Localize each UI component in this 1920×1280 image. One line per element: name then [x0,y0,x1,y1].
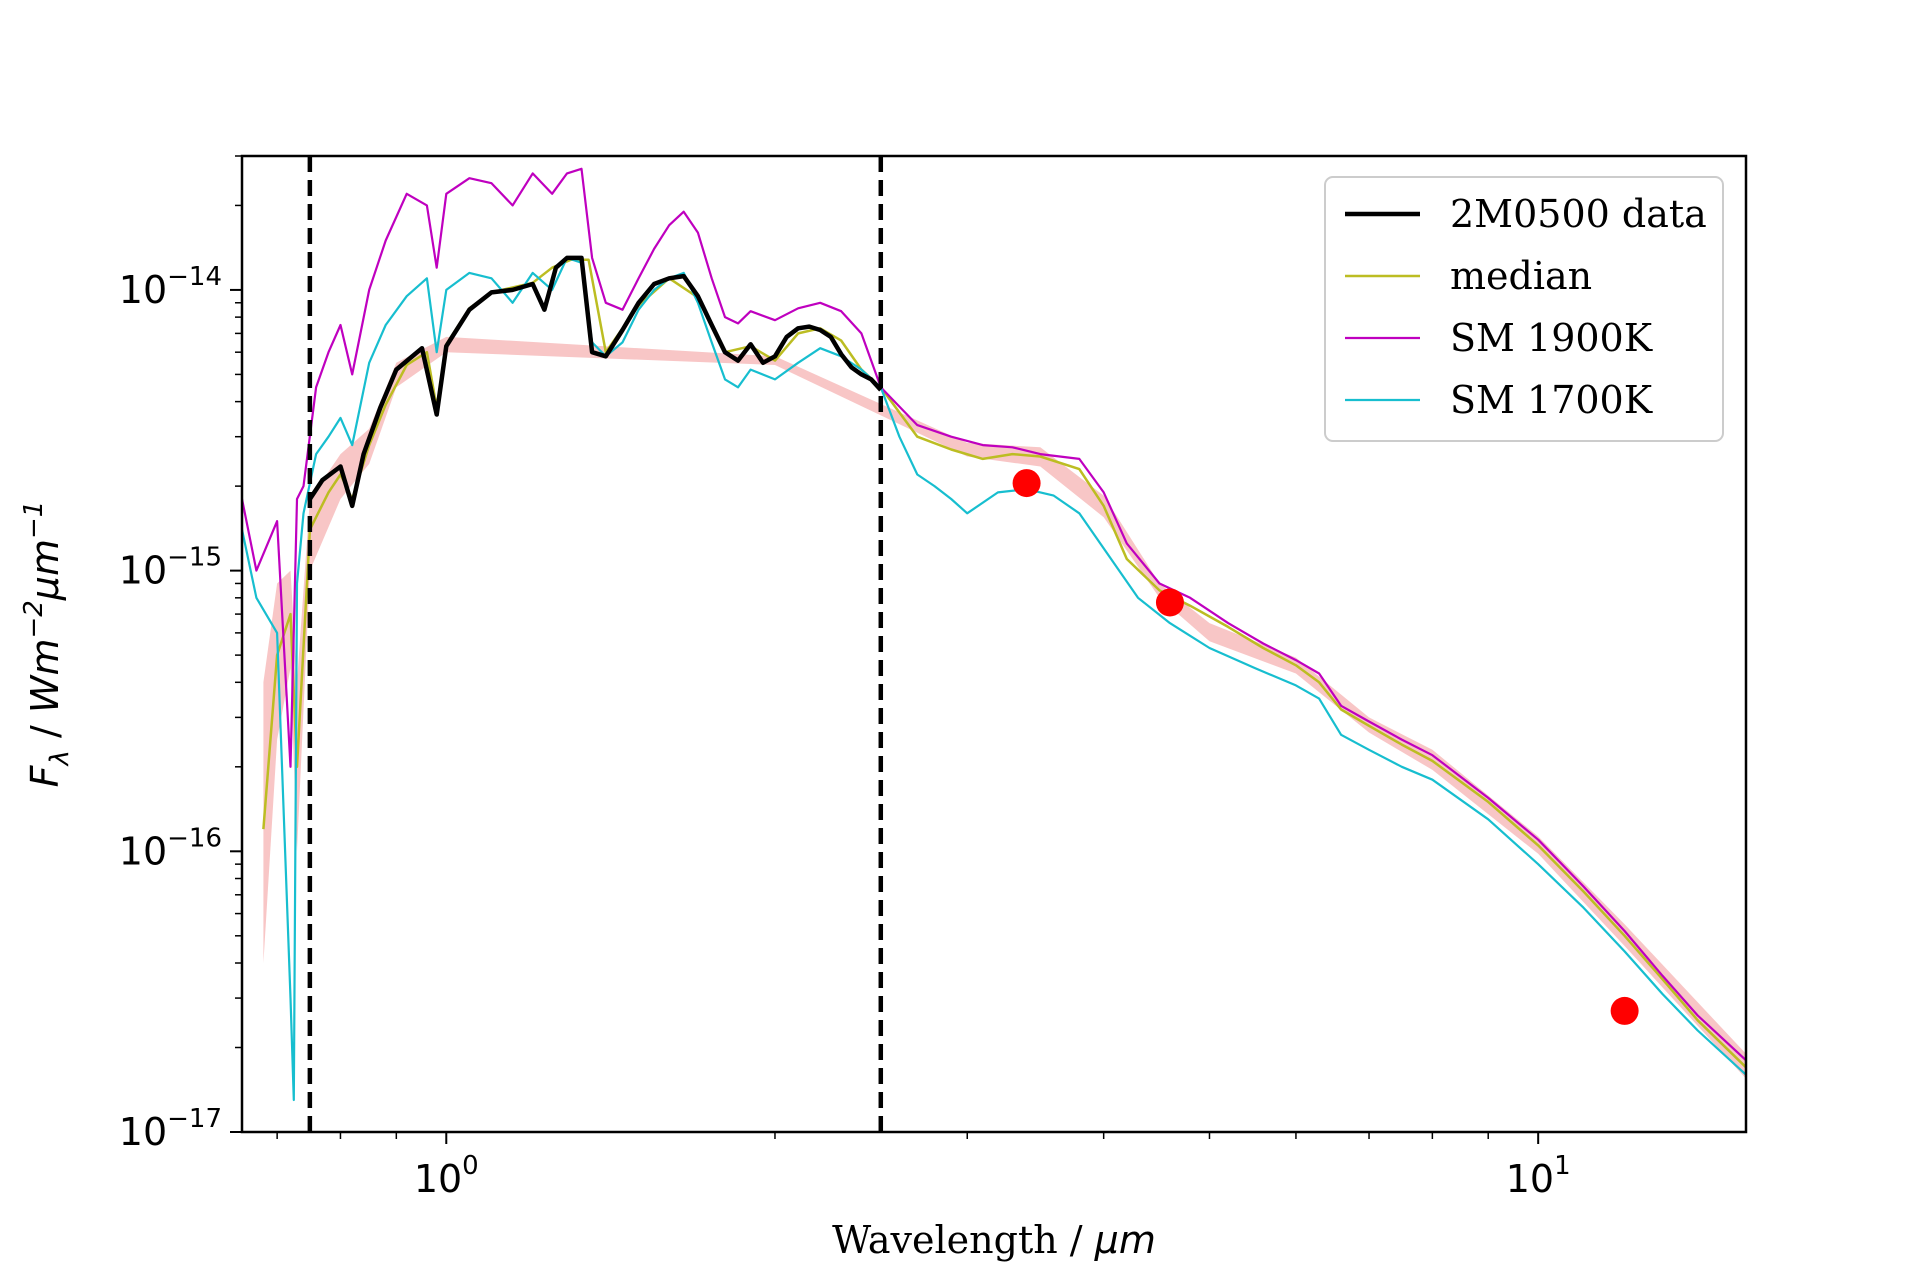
legend-box [1324,176,1724,442]
x-tick-label: 100 [414,1151,479,1201]
y-tick-label: 10−15 [119,543,222,593]
ticks-layer: 100 101 10−17 10−16 10−15 10−14 [119,155,1571,1201]
legend-label-median: median [1450,254,1592,298]
points-layer [1012,469,1639,1025]
y-tick-label: 10−17 [119,1104,222,1154]
x-axis-label: Wavelength / μm [832,1218,1156,1262]
series-2m0500-data [308,255,883,509]
legend-label-data: 2M0500 data [1450,192,1707,236]
median-uncertainty-band [263,336,1746,1079]
plot-frame [240,154,1748,1134]
series-sm-1900k [242,167,1746,1062]
series-sm-1700k [242,256,1746,1102]
y-tick-label: 10−16 [119,823,222,873]
legend: 2M0500 data median SM 1900K SM 1700K [1324,176,1724,442]
y-axis-label: Fλ / Wm−2μm−1 [19,501,75,788]
y-tick-label: 10−14 [119,262,222,312]
vertical-lines-layer [307,156,884,1132]
legend-label-sm1900: SM 1900K [1450,316,1653,360]
uncertainty-band-layer [263,336,1746,1079]
x-tick-label: 101 [1506,1151,1571,1201]
photometry-point [1610,996,1639,1025]
series-layer [242,167,1746,1102]
legend-label-sm1700: SM 1700K [1450,378,1653,422]
photometry-point [1012,469,1041,498]
photometry-point [1155,588,1184,617]
